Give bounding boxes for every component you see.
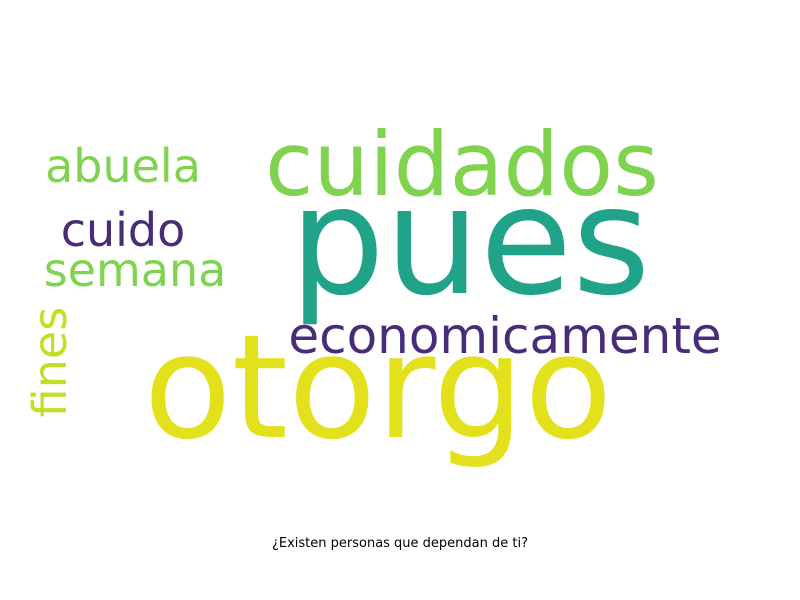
word-abuela: abuela [45,139,201,193]
word-otorgo: otorgo [144,303,613,471]
word-cuido: cuido [61,203,186,257]
word-fines: fines [23,307,77,417]
question-caption: ¿Existen personas que dependan de ti? [271,536,529,551]
word-semana: semana [44,243,227,297]
word-pues: pues [290,155,651,329]
word-cuidados: cuidados [265,113,659,216]
word-economicamente: economicamente [288,307,721,365]
